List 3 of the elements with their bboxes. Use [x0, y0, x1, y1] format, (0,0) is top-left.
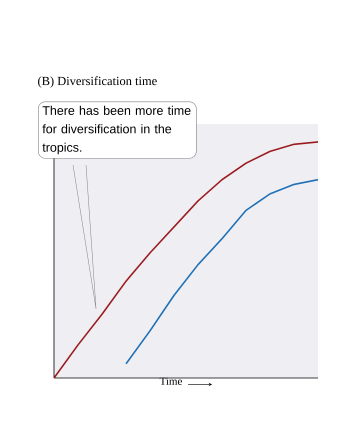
chart-title: (B) Diversification time [38, 76, 157, 88]
x-axis-title: Time [160, 378, 182, 385]
annotation: There has been more time for diversification in the tropics. [42, 106, 191, 154]
